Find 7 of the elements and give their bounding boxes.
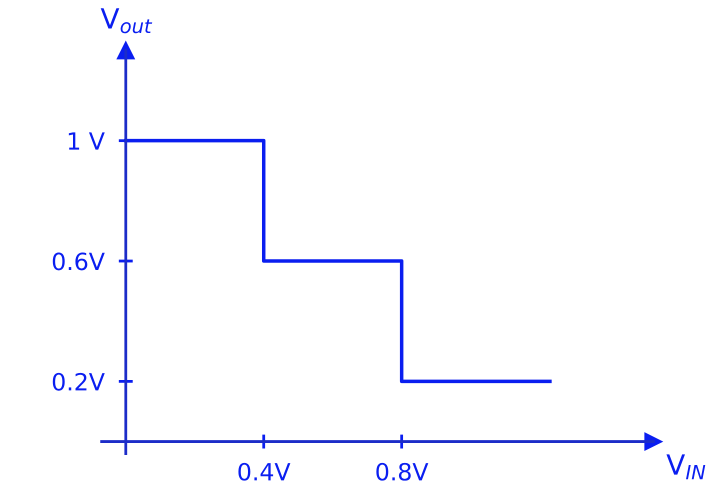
y-tick-label: 0.6V (52, 252, 105, 270)
y-axis-title: V$_{out}$ (100, 8, 152, 34)
x-axis-title: V$_{IN}$ (666, 454, 706, 480)
x-tick-label: 0.4V (238, 462, 290, 481)
x-tick-label: 0.8V (376, 462, 428, 481)
y-tick-label: 0.2V (52, 372, 105, 391)
y-tick-label: 1 V (68, 132, 105, 150)
